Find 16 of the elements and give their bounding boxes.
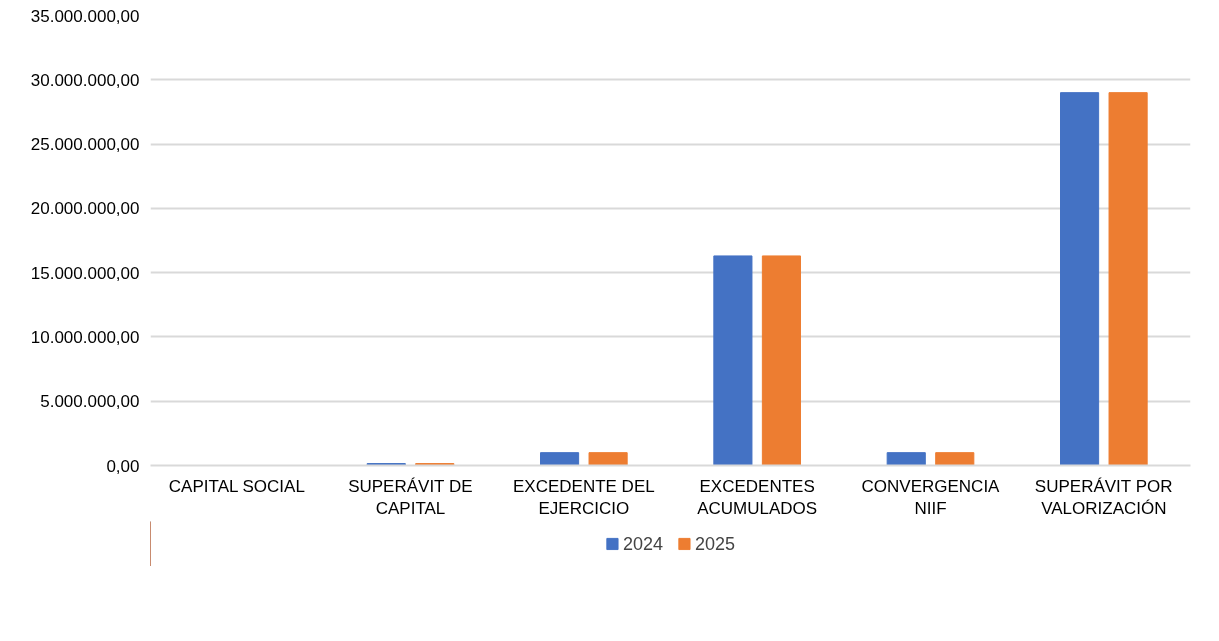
- y-tick-label: 10.000.000,00: [30, 327, 140, 347]
- y-tick-label: 5.000.000,00: [40, 392, 140, 412]
- legend-label: 2024: [622, 533, 663, 554]
- y-tick-label: 35.000.000,00: [30, 6, 140, 26]
- x-tick-label: SUPERÁVIT DE CAPITAL: [348, 476, 473, 519]
- y-tick-label: 30.000.000,00: [30, 70, 140, 90]
- x-tick-label: SUPERÁVIT POR VALORIZACIÓN: [1034, 476, 1173, 519]
- x-tick-label: EXCEDENTE DEL EJERCICIO: [512, 476, 655, 519]
- legend-label: 2025: [695, 533, 736, 554]
- y-tick-label: 0,00: [106, 456, 140, 476]
- y-tick-label: 15.000.000,00: [30, 263, 140, 283]
- y-tick-label: 20.000.000,00: [30, 199, 140, 219]
- x-tick-label: CAPITAL SOCIAL: [168, 476, 305, 496]
- x-tick-label: EXCEDENTES ACUMULADOS: [697, 476, 818, 519]
- x-tick-label: CONVERGENCIA NIIF: [861, 476, 1001, 519]
- y-tick-label: 25.000.000,00: [30, 135, 140, 155]
